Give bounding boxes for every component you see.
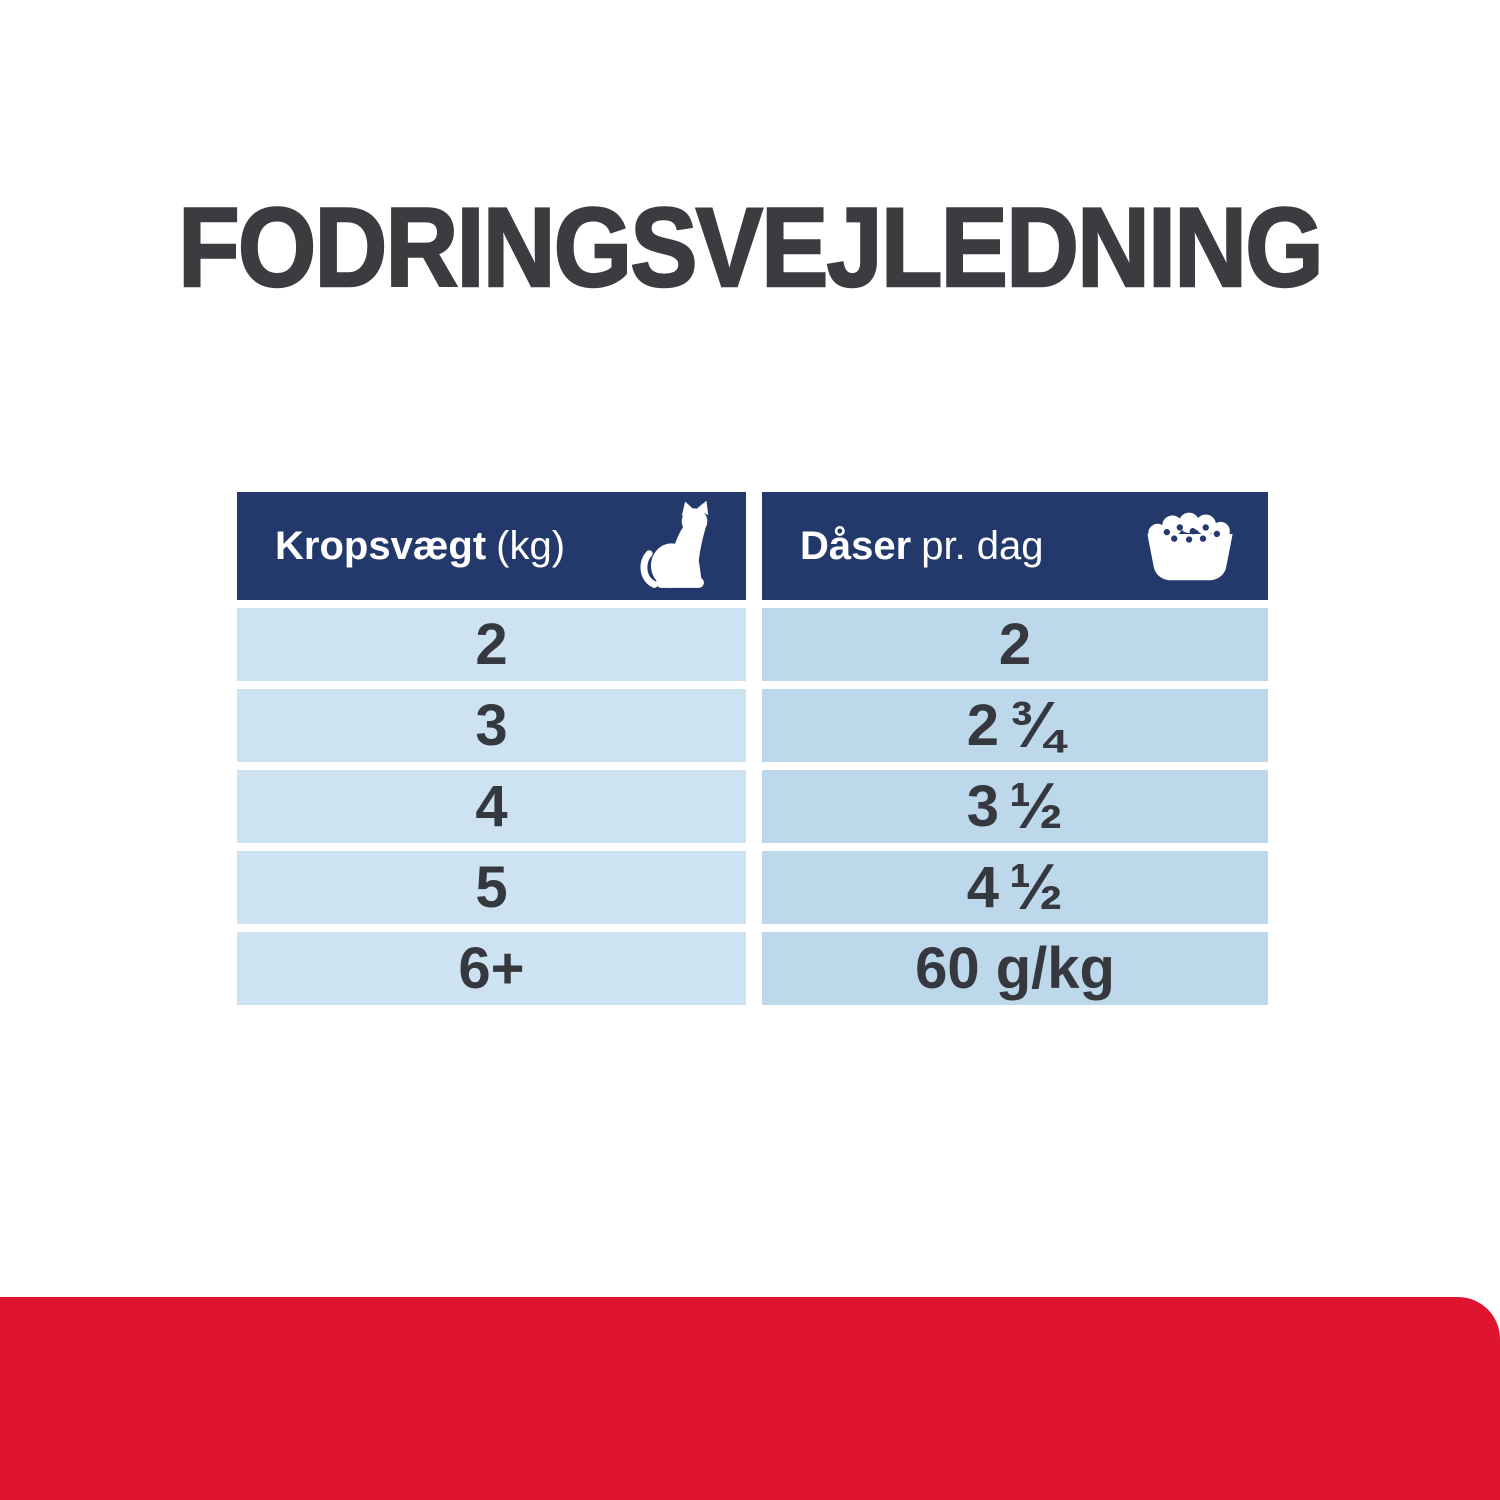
brand-red-band: [0, 1297, 1500, 1500]
cans-fraction: ½: [1009, 769, 1064, 843]
weight-cell: 3: [237, 689, 746, 762]
weight-cell: 5: [237, 851, 746, 924]
table-header-weight: Kropsvægt (kg): [237, 492, 746, 600]
cans-value: 60 g/kg: [915, 936, 1115, 1001]
weight-value: 4: [475, 774, 508, 839]
weight-header-label: Kropsvægt (kg): [275, 524, 565, 569]
weight-cell: 4: [237, 770, 746, 843]
weight-value: 3: [475, 693, 508, 758]
cans-cell: 60 g/kg: [762, 932, 1268, 1005]
feeding-guide-table: Kropsvægt (kg) Dåser pr. dag: [237, 492, 1268, 1005]
cans-header-label: Dåser pr. dag: [800, 524, 1044, 569]
cans-value: 2: [998, 612, 1032, 677]
cans-header-bold: Dåser: [800, 523, 912, 568]
cat-icon: [636, 499, 724, 593]
cans-value: 3: [966, 774, 1000, 839]
weight-value: 6+: [458, 936, 525, 1001]
cans-header-unit: pr. dag: [921, 523, 1044, 568]
weight-header-bold: Kropsvægt: [275, 523, 487, 568]
cans-cell: 2: [762, 608, 1268, 681]
cans-value: 4: [966, 855, 1000, 920]
weight-cell: 6+: [237, 932, 746, 1005]
weight-value: 2: [475, 612, 508, 677]
food-bowl-icon: [1134, 508, 1246, 584]
cans-fraction: ¾: [1009, 688, 1064, 762]
table-header-cans: Dåser pr. dag: [762, 492, 1268, 600]
weight-value: 5: [475, 855, 508, 920]
page-title: FODRINGSVEJLEDNING: [177, 185, 1325, 310]
weight-header-unit: (kg): [496, 523, 566, 568]
weight-cell: 2: [237, 608, 746, 681]
cans-fraction: ½: [1009, 850, 1064, 924]
cans-value: 2: [966, 693, 1000, 758]
